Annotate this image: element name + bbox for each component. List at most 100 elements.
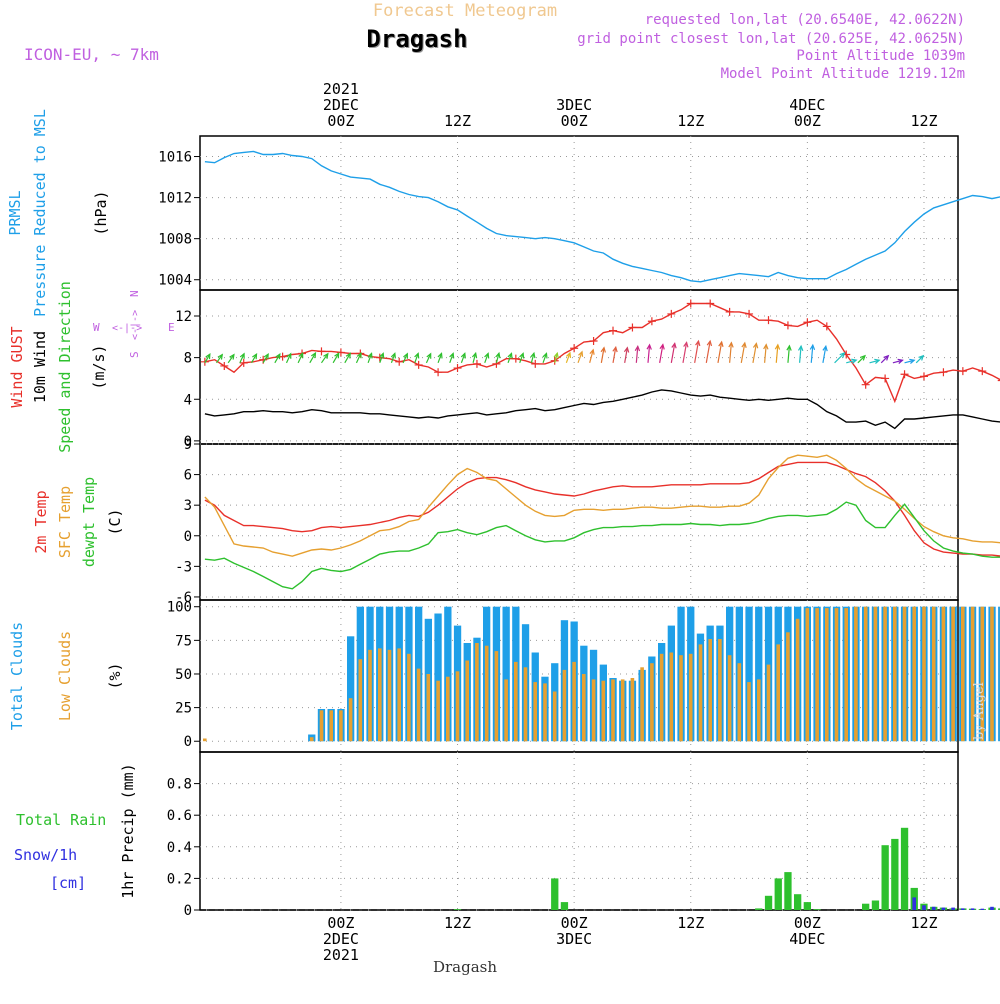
bar-low-clouds bbox=[990, 607, 994, 742]
bar-low-clouds bbox=[582, 674, 586, 741]
bar-low-clouds bbox=[563, 670, 567, 741]
bar-total-rain bbox=[775, 878, 782, 910]
gust-marker bbox=[687, 300, 695, 308]
y-tick-label: -3 bbox=[175, 559, 192, 575]
bottom-tick-label: 4DEC bbox=[789, 930, 825, 948]
bar-low-clouds bbox=[465, 661, 469, 742]
gust-marker bbox=[220, 362, 228, 370]
panel-label: Snow/1h bbox=[14, 846, 77, 864]
bar-low-clouds bbox=[874, 607, 878, 742]
gust-marker bbox=[765, 316, 773, 324]
bar-low-clouds bbox=[310, 737, 314, 741]
bar-low-clouds bbox=[553, 692, 557, 742]
bar-low-clouds bbox=[485, 646, 489, 742]
grid-point-coordinates: grid point closest lon,lat (20.625E, 42.… bbox=[577, 31, 965, 47]
y-tick-label: 4 bbox=[184, 392, 192, 408]
bar-low-clouds bbox=[417, 669, 421, 742]
gust-marker bbox=[454, 364, 462, 372]
compass-w: W bbox=[93, 321, 100, 334]
bar-snow-1h bbox=[951, 908, 955, 910]
gust-marker bbox=[667, 310, 675, 318]
panel-label: Wind GUST bbox=[8, 326, 26, 407]
y-tick-label: 1004 bbox=[158, 273, 192, 289]
bar-snow-1h bbox=[971, 908, 975, 910]
gust-marker bbox=[512, 355, 520, 363]
bar-total-rain bbox=[804, 902, 811, 910]
panel-label: Total Rain bbox=[16, 811, 106, 829]
bar-low-clouds bbox=[689, 654, 693, 741]
gust-marker bbox=[395, 358, 403, 366]
bar-low-clouds bbox=[388, 650, 392, 742]
bar-low-clouds bbox=[961, 607, 965, 742]
bar-snow-1h bbox=[912, 897, 916, 910]
top-tick-label: 00Z bbox=[794, 112, 821, 130]
bar-snow-1h bbox=[922, 905, 926, 910]
gust-marker bbox=[959, 367, 967, 375]
bar-low-clouds bbox=[602, 681, 606, 742]
series-sfc-temp bbox=[205, 455, 1000, 556]
panel-label: SFC Temp bbox=[56, 486, 74, 558]
bar-total-rain bbox=[882, 845, 889, 910]
compass-n: N bbox=[128, 290, 141, 297]
bar-low-clouds bbox=[631, 678, 635, 741]
y-tick-label: 1012 bbox=[158, 191, 192, 207]
compass-arrows-v: <-|-> bbox=[130, 310, 141, 340]
credit: by Angel bbox=[972, 682, 987, 740]
top-tick-label: 00Z bbox=[561, 112, 588, 130]
series-10m-wind bbox=[205, 390, 1000, 436]
gust-marker bbox=[706, 300, 714, 308]
bar-snow-1h bbox=[932, 907, 936, 910]
panel-label: (C) bbox=[106, 508, 124, 535]
y-tick-label: 0.8 bbox=[167, 777, 192, 793]
gust-marker bbox=[570, 344, 578, 352]
model-point-altitude: Model Point Altitude 1219.12m bbox=[721, 66, 965, 82]
bar-total-rain bbox=[872, 901, 879, 911]
bar-total-rain bbox=[765, 896, 772, 910]
panel-label: 10m Wind bbox=[31, 331, 49, 403]
requested-coordinates: requested lon,lat (20.6540E, 42.0622N) bbox=[645, 12, 965, 28]
bar-low-clouds bbox=[854, 607, 858, 742]
bar-low-clouds bbox=[708, 639, 712, 741]
gust-marker bbox=[745, 310, 753, 318]
series-prmsl bbox=[205, 151, 1000, 281]
panel-label: Low Clouds bbox=[56, 631, 74, 721]
bar-low-clouds bbox=[942, 607, 946, 742]
bar-snow-1h bbox=[942, 908, 946, 910]
y-tick-label: 9 bbox=[184, 437, 192, 453]
gust-marker bbox=[415, 361, 423, 369]
bar-low-clouds bbox=[339, 710, 343, 741]
gust-marker bbox=[881, 374, 889, 382]
panel-label: 2m Temp bbox=[32, 490, 50, 553]
bar-low-clouds bbox=[446, 677, 450, 742]
bar-low-clouds bbox=[932, 607, 936, 742]
gust-marker bbox=[901, 370, 909, 378]
bar-total-rain bbox=[551, 878, 558, 910]
bar-low-clouds bbox=[504, 679, 508, 741]
bar-low-clouds bbox=[835, 608, 839, 741]
bar-low-clouds bbox=[815, 608, 819, 741]
gust-marker bbox=[784, 321, 792, 329]
panel-label: dewpt Temp bbox=[80, 477, 98, 567]
bar-low-clouds bbox=[786, 632, 790, 741]
bottom-tick-label: 3DEC bbox=[556, 930, 592, 948]
bar-low-clouds bbox=[495, 651, 499, 741]
y-tick-label: 100 bbox=[167, 600, 192, 616]
bar-low-clouds bbox=[427, 674, 431, 741]
compass-e: E bbox=[168, 321, 175, 334]
panel-label: (m/s) bbox=[90, 344, 108, 389]
gust-marker bbox=[920, 372, 928, 380]
top-tick-label: 12Z bbox=[444, 112, 471, 130]
bar-low-clouds bbox=[718, 639, 722, 741]
location-title: Dragash bbox=[366, 25, 467, 53]
y-tick-label: 6 bbox=[184, 468, 192, 484]
bottom-tick-label: 2021 bbox=[323, 946, 359, 964]
bar-snow-1h bbox=[990, 907, 994, 910]
bar-low-clouds bbox=[796, 619, 800, 741]
bar-low-clouds bbox=[533, 682, 537, 741]
top-tick-label: 12Z bbox=[910, 112, 937, 130]
